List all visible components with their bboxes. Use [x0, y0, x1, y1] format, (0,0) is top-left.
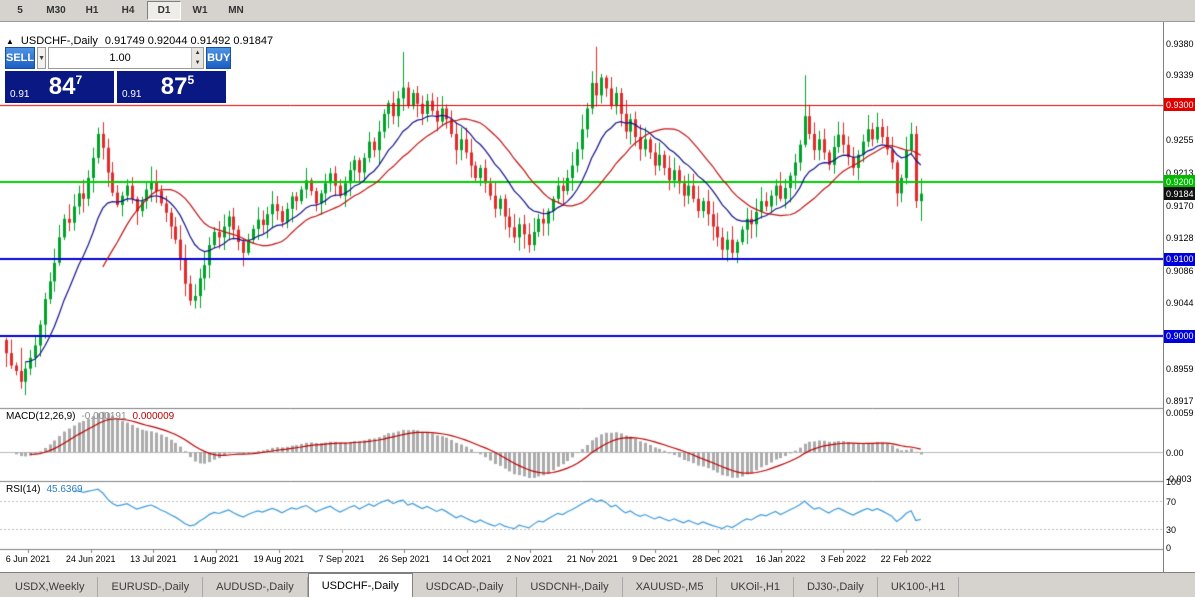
period-button-h1[interactable]: H1 — [85, 5, 99, 16]
macd-axis-tick: -0.003 — [1166, 474, 1192, 484]
period-button-h4[interactable]: H4 — [121, 5, 135, 16]
chart-tab-usdx-weekly[interactable]: USDX,Weekly — [2, 577, 99, 597]
period-toolbar: 5 M30 H1 H4 D1 W1 MN — [0, 0, 1195, 22]
buy-price-pip-digit: 5 — [187, 73, 195, 87]
buy-button[interactable]: BUY — [206, 47, 232, 69]
chart-tab-ukoil-h1[interactable]: UKOil-,H1 — [717, 577, 794, 597]
rsi-axis-tick: 70 — [1166, 497, 1177, 508]
buy-price-display[interactable]: 0.91 87 5 — [117, 71, 226, 103]
time-axis-label: 13 Jul 2021 — [130, 554, 177, 564]
rsi-name: RSI(14) — [6, 484, 41, 495]
volume-input[interactable] — [49, 48, 192, 68]
price-tick: 0.9339 — [1166, 70, 1194, 81]
macd-main-value: -0.000191 — [81, 411, 127, 422]
time-axis-label: 1 Aug 2021 — [193, 554, 239, 564]
price-tick: 0.8959 — [1166, 363, 1194, 374]
time-axis-label: 21 Nov 2021 — [566, 554, 618, 564]
rsi-axis-tick: 100 — [1166, 477, 1182, 487]
price-flag-0.9100: 0.9100 — [1164, 252, 1195, 266]
price-tick: 0.8917 — [1166, 396, 1194, 407]
chart-ohlc-values: 0.91749 0.92044 0.91492 0.91847 — [104, 35, 274, 47]
price-tick: 0.9213 — [1166, 167, 1194, 178]
rsi-value: 45.6369 — [46, 484, 83, 495]
price-tick: 0.9044 — [1166, 298, 1194, 309]
time-axis-label: 14 Oct 2021 — [442, 554, 492, 564]
rsi-axis-tick: 0 — [1166, 543, 1172, 553]
chart-tab-usdcnh-daily[interactable]: USDCNH-,Daily — [517, 577, 623, 597]
period-button-d1[interactable]: D1 — [147, 1, 181, 20]
buy-price-big-digits: 87 — [160, 73, 188, 100]
rsi-indicator-label: RSI(14) 45.6369 — [6, 484, 83, 495]
price-flag-0.9200: 0.9200 — [1164, 175, 1195, 189]
price-flag-0.9300: 0.9300 — [1164, 98, 1195, 112]
time-axis-label: 16 Jan 2022 — [755, 554, 806, 564]
time-axis-label: 3 Feb 2022 — [820, 554, 866, 564]
time-axis-label: 26 Sep 2021 — [378, 554, 430, 564]
time-axis[interactable]: 6 Jun 2021 24 Jun 2021 13 Jul 2021 1 Aug 20… — [0, 549, 1163, 572]
volume-increase-button[interactable]: ▲ — [192, 48, 204, 58]
period-button-5[interactable]: 5 — [17, 5, 23, 16]
time-axis-label: 28 Dec 2021 — [692, 554, 744, 564]
sell-button[interactable]: SELL — [5, 47, 36, 69]
price-axis[interactable]: 0.93800.93390.92970.92550.92130.91700.91… — [1163, 22, 1195, 572]
buy-price-prefix: 0.91 — [122, 89, 142, 100]
macd-signal-value: 0.000009 — [132, 411, 175, 422]
macd-name: MACD(12,26,9) — [6, 411, 76, 422]
time-axis-label: 7 Sep 2021 — [318, 554, 365, 564]
time-axis-label: 6 Jun 2021 — [5, 554, 51, 564]
time-axis-label: 19 Aug 2021 — [253, 554, 305, 564]
price-tick: 0.9170 — [1166, 200, 1194, 211]
rsi-axis-tick: 30 — [1166, 524, 1177, 535]
collapse-marker-icon: ▲ — [6, 36, 14, 46]
time-axis-label: 22 Feb 2022 — [880, 554, 932, 564]
time-axis-label: 9 Dec 2021 — [632, 554, 679, 564]
price-tick: 0.9086 — [1166, 265, 1194, 276]
sell-price-display[interactable]: 0.91 84 7 — [5, 71, 114, 103]
chart-tab-usdcad-daily[interactable]: USDCAD-,Daily — [413, 577, 518, 597]
period-button-mn[interactable]: MN — [228, 5, 244, 16]
volume-dropdown-button[interactable]: ▼ — [37, 47, 47, 69]
chart-tab-audusd-daily[interactable]: AUDUSD-,Daily — [203, 577, 308, 597]
period-button-w1[interactable]: W1 — [192, 5, 208, 16]
one-click-trading-panel: SELL ▼ ▲ ▼ BUY 0.91 84 7 0.91 87 5 — [5, 47, 232, 103]
price-tick: 0.9380 — [1166, 38, 1194, 49]
chart-symbol-label: USDCHF-,Daily — [20, 35, 98, 47]
chart-canvas[interactable] — [0, 22, 1163, 572]
macd-axis-tick: 0.0059 — [1166, 408, 1194, 418]
chart-title: ▲ USDCHF-,Daily 0.91749 0.92044 0.91492 … — [6, 35, 273, 47]
price-flag-0.9184: 0.9184 — [1164, 187, 1195, 201]
chart-tab-bar: USDX,Weekly EURUSD-,Daily AUDUSD-,Daily USD… — [0, 572, 1195, 597]
price-tick: 0.9255 — [1166, 135, 1194, 146]
macd-axis-tick: 0.00 — [1166, 448, 1184, 458]
time-axis-label: 2 Nov 2021 — [506, 554, 553, 564]
sell-price-big-digits: 84 — [48, 73, 76, 100]
macd-indicator-label: MACD(12,26,9) -0.000191 0.000009 — [6, 411, 174, 422]
price-flag-0.9000: 0.9000 — [1164, 329, 1195, 343]
period-button-m30[interactable]: M30 — [46, 5, 66, 16]
price-tick: 0.9128 — [1166, 233, 1194, 244]
chart-tab-dj30-daily[interactable]: DJ30-,Daily — [794, 577, 878, 597]
time-axis-label: 24 Jun 2021 — [65, 554, 116, 564]
sell-price-pip-digit: 7 — [75, 73, 83, 87]
chart-tab-usdchf-daily[interactable]: USDCHF-,Daily — [307, 573, 413, 597]
volume-decrease-button[interactable]: ▼ — [192, 58, 204, 68]
sell-price-prefix: 0.91 — [10, 89, 30, 100]
chart-tab-xauusd-m5[interactable]: XAUUSD-,M5 — [623, 577, 718, 597]
chart-tab-eurusd-daily[interactable]: EURUSD-,Daily — [98, 577, 204, 597]
chart-tab-uk100-h1[interactable]: UK100-,H1 — [878, 577, 960, 597]
chart-window: ▲ USDCHF-,Daily 0.91749 0.92044 0.91492 … — [0, 22, 1195, 572]
